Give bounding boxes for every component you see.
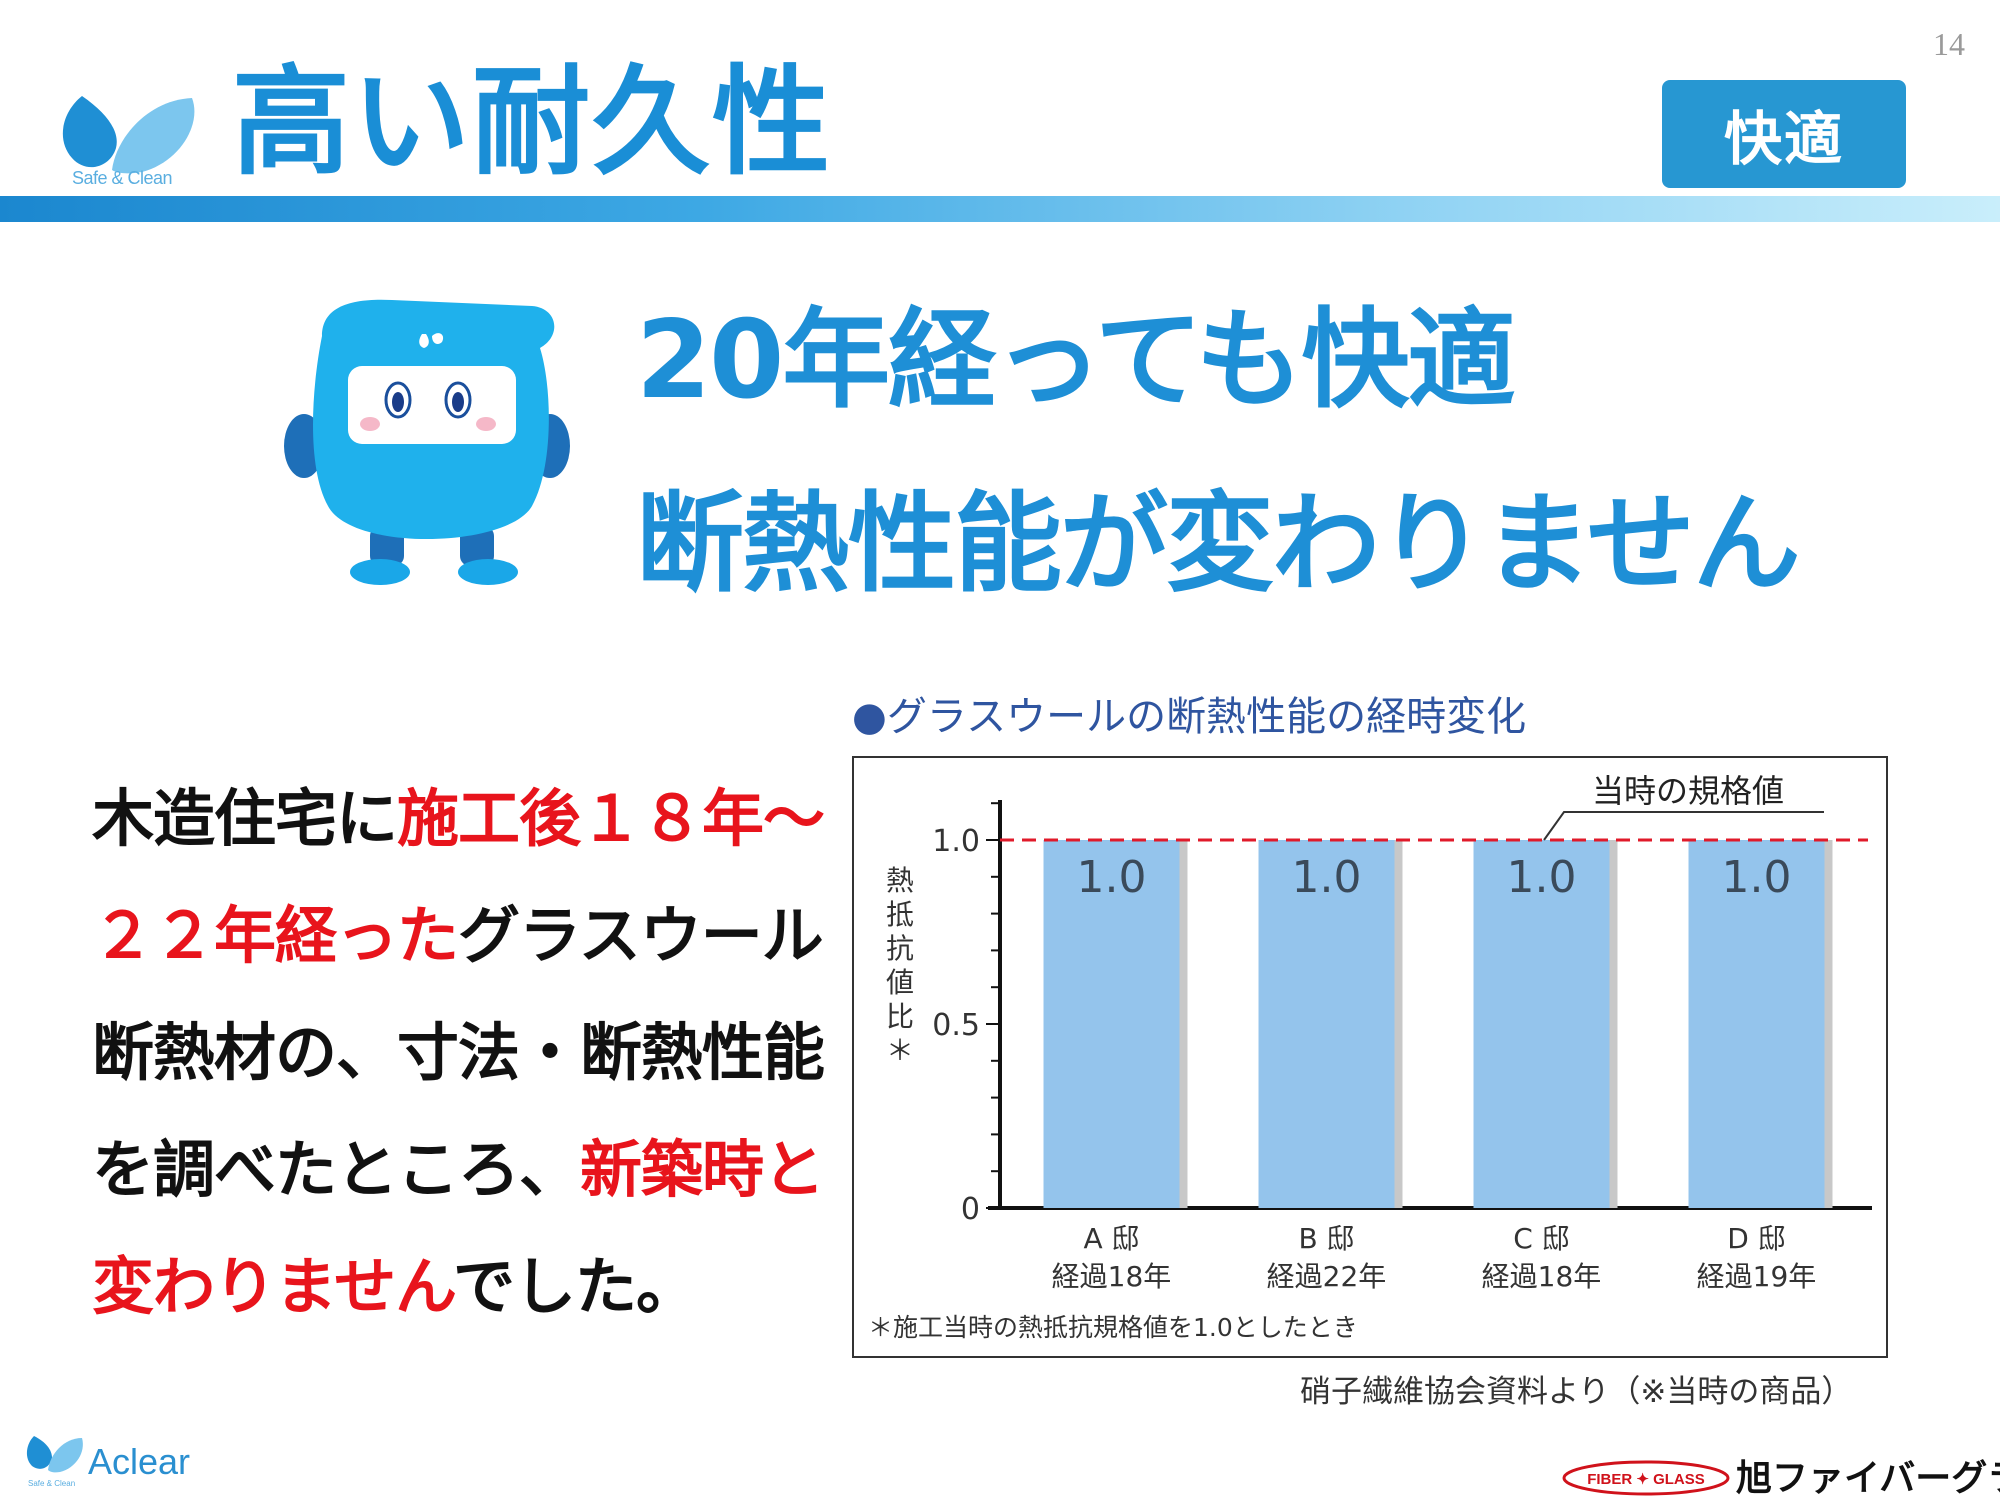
chart-caption: ●グラスウールの断熱性能の経時変化 [852, 694, 1527, 740]
category-badge: 快適 [1662, 80, 1906, 188]
drop-left-icon [62, 96, 117, 168]
footer-logo-text: Aclear [88, 1441, 190, 1482]
page-number: 14 [1933, 26, 1965, 62]
footer-drop-right-icon [48, 1438, 83, 1473]
safe-clean-logo [62, 96, 195, 174]
x-subcategory-label: 経過22年 [1267, 1260, 1387, 1293]
description-text: 木造住宅に施工後１８年～２２年経ったグラスウール断熱材の、寸法・断熱性能を調べた… [92, 760, 840, 1345]
bar-value-label: 1.0 [1292, 852, 1362, 903]
left-eye [392, 392, 404, 412]
desc-part-5: でした。 [453, 1250, 698, 1323]
bar-3 [1473, 840, 1610, 1208]
x-category-label: D 邸 [1727, 1222, 1785, 1255]
desc-highlight-result: 新築時と変わりません [92, 1133, 825, 1323]
y-axis-label-char: 抵 [886, 898, 914, 931]
y-axis-label-char: ＊ [886, 1034, 914, 1067]
bar-value-label: 1.0 [1722, 852, 1792, 903]
mascot-character [284, 299, 570, 585]
desc-part-3: グラスウール断熱材の、寸法・断熱性能を調べたところ、 [92, 899, 825, 1206]
forehead-drop-icon [419, 334, 429, 348]
bar-value-label: 1.0 [1507, 852, 1577, 903]
bar-shadow [1824, 840, 1833, 1208]
x-subcategory-label: 経過18年 [1482, 1260, 1602, 1293]
y-axis-label-char: 熱 [886, 864, 914, 897]
footer-logo-small: Safe & Clean [28, 1479, 75, 1488]
reference-line-label: 当時の規格値 [1592, 772, 1784, 810]
drop-right-icon [112, 98, 195, 174]
bar-1 [1043, 840, 1180, 1208]
bar-shadow [1179, 840, 1188, 1208]
bar-value-label: 1.0 [1077, 852, 1147, 903]
x-subcategory-label: 経過18年 [1052, 1260, 1172, 1293]
source-note: 硝子繊維協会資料より（※当時の商品） [1300, 1374, 1853, 1410]
left-foot [350, 559, 410, 585]
header-gradient-band [0, 196, 2000, 222]
desc-highlight-years: 施工後１８年～２２年経った [92, 782, 825, 972]
face-band [348, 366, 516, 444]
aclear-logo: Aclear Safe & Clean [26, 1436, 190, 1488]
bar-4 [1688, 840, 1825, 1208]
right-leg [460, 526, 494, 566]
x-category-label: A 邸 [1083, 1222, 1139, 1255]
right-eye [452, 392, 464, 412]
headline-line-1: 20年経っても快適 [636, 298, 1515, 423]
asahi-fiber-glass-brand: FIBER ✦ GLASS 旭ファイバーグラス [1562, 1458, 2000, 1499]
footer-drop-left-icon [26, 1436, 52, 1469]
x-category-label: C 邸 [1513, 1222, 1569, 1255]
chart-footnote: ＊施工当時の熱抵抗規格値を1.0としたとき [868, 1313, 1358, 1342]
y-tick-label: 0 [961, 1192, 980, 1227]
right-foot [458, 559, 518, 585]
x-category-label: B 邸 [1298, 1222, 1354, 1255]
left-cheek [360, 417, 380, 431]
right-cheek [476, 417, 496, 431]
y-axis-label-char: 値 [886, 966, 914, 999]
y-axis-label-char: 抗 [886, 932, 914, 965]
bar-shadow [1394, 840, 1403, 1208]
logo-caption: Safe & Clean [72, 168, 173, 188]
y-tick-label: 0.5 [932, 1008, 980, 1043]
brand-name: 旭ファイバーグラス [1736, 1458, 2000, 1499]
page-title: 高い耐久性 [232, 53, 833, 191]
x-subcategory-label: 経過19年 [1697, 1260, 1817, 1293]
bar-2 [1258, 840, 1395, 1208]
bar-shadow [1609, 840, 1618, 1208]
brand-badge-text: FIBER ✦ GLASS [1587, 1471, 1705, 1488]
desc-part-1: 木造住宅に [92, 782, 398, 855]
headline-line-2: 断熱性能が変わりません [636, 482, 1801, 607]
y-axis-label-char: 比 [886, 1000, 914, 1033]
y-tick-label: 1.0 [932, 824, 980, 859]
reference-label-leader [1543, 811, 1824, 841]
